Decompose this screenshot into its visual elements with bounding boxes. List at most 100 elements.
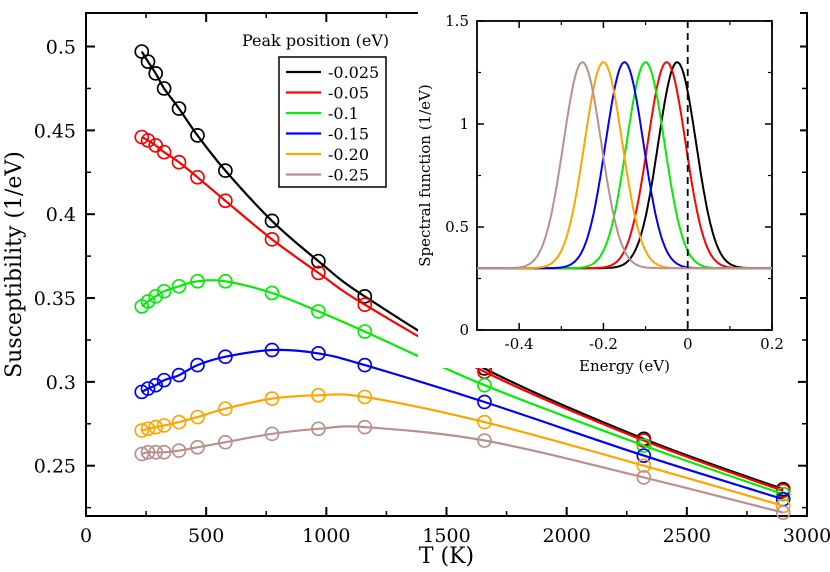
legend-label-1: -0.05 xyxy=(328,84,369,103)
data-point xyxy=(218,434,233,450)
y-axis-title: Susceptibility (1/eV) xyxy=(2,151,27,378)
data-point xyxy=(171,414,187,430)
inset-x-tick-label: -0.4 xyxy=(505,335,534,353)
data-point xyxy=(357,389,373,405)
data-point xyxy=(171,278,187,294)
data-point xyxy=(190,439,205,455)
data-point xyxy=(156,81,172,96)
data-point xyxy=(171,154,187,170)
legend-label-5: -0.25 xyxy=(328,166,369,185)
data-point xyxy=(148,419,164,435)
x-tick-label: 2500 xyxy=(663,525,711,547)
inset-x-tick-label: 0.2 xyxy=(760,335,784,353)
y-tick-label: 0.45 xyxy=(34,120,76,142)
data-point xyxy=(156,283,172,299)
data-point xyxy=(477,414,492,430)
data-point xyxy=(156,418,172,433)
legend-title: Peak position (eV) xyxy=(242,31,389,50)
data-point xyxy=(218,401,233,417)
series-line-5 xyxy=(141,425,784,514)
data-point xyxy=(264,285,280,301)
inset-y-tick-label: 0 xyxy=(459,321,469,339)
data-point xyxy=(636,470,652,485)
series-line-1 xyxy=(141,136,784,492)
data-point xyxy=(311,421,326,437)
data-point xyxy=(156,444,172,460)
data-point xyxy=(264,232,280,247)
data-point xyxy=(636,433,652,448)
data-point xyxy=(218,349,233,365)
data-point xyxy=(140,133,156,148)
data-point xyxy=(477,433,492,448)
data-point xyxy=(140,294,156,309)
x-tick-label: 1500 xyxy=(422,525,470,547)
data-point xyxy=(190,128,205,143)
data-point xyxy=(190,273,205,289)
inset-y-tick-label: 1.5 xyxy=(445,12,469,30)
data-point xyxy=(357,419,373,435)
data-point xyxy=(190,409,205,425)
y-tick-label: 0.5 xyxy=(46,37,76,59)
inset-x-axis-title: Energy (eV) xyxy=(579,357,670,375)
data-point xyxy=(140,54,156,69)
legend-box xyxy=(278,56,387,188)
data-point xyxy=(218,193,233,209)
data-point xyxy=(156,372,172,388)
data-point xyxy=(148,377,164,393)
data-point xyxy=(311,253,326,269)
data-point xyxy=(218,273,233,289)
data-point xyxy=(134,446,150,462)
legend-label-2: -0.1 xyxy=(328,104,359,123)
data-point xyxy=(264,391,280,406)
data-point xyxy=(311,346,326,361)
data-point xyxy=(775,505,791,520)
x-tick-label: 1000 xyxy=(302,525,350,547)
data-point xyxy=(148,289,164,304)
inset-y-tick-label: 1 xyxy=(459,115,469,133)
x-tick-label: 500 xyxy=(188,525,224,547)
x-tick-label: 2000 xyxy=(542,525,590,547)
inset-y-axis-title: Spectral function (1/eV) xyxy=(416,84,434,266)
series-line-3 xyxy=(141,348,784,501)
data-point xyxy=(357,289,373,304)
inset-x-tick-label: -0.2 xyxy=(589,335,618,353)
data-point xyxy=(190,169,205,185)
series-line-2 xyxy=(141,279,784,496)
data-point xyxy=(636,438,652,453)
data-point xyxy=(171,367,187,383)
data-point xyxy=(311,265,326,281)
y-tick-label: 0.4 xyxy=(46,204,76,226)
data-point xyxy=(156,144,172,160)
data-point xyxy=(264,213,280,229)
data-point xyxy=(357,324,373,339)
data-point xyxy=(140,421,156,437)
x-tick-label: 3000 xyxy=(783,525,830,547)
inset-x-tick-label: 0 xyxy=(683,335,693,353)
data-point xyxy=(357,357,373,373)
data-point xyxy=(775,486,791,502)
data-point xyxy=(218,163,233,178)
data-point xyxy=(636,458,652,474)
data-point xyxy=(264,342,280,358)
data-point xyxy=(264,426,280,442)
data-point xyxy=(477,394,492,410)
data-point xyxy=(311,304,326,319)
data-point xyxy=(190,357,205,373)
y-tick-label: 0.35 xyxy=(34,288,76,310)
data-point xyxy=(148,444,164,460)
y-tick-label: 0.3 xyxy=(46,372,76,394)
inset-plot-frame xyxy=(476,20,773,331)
data-point xyxy=(140,381,156,396)
data-point xyxy=(148,66,164,81)
legend-label-0: -0.025 xyxy=(328,63,379,82)
series-line-0 xyxy=(140,51,784,491)
inset-y-tick-label: 0.5 xyxy=(445,218,469,236)
data-point xyxy=(477,377,492,393)
legend-label-4: -0.20 xyxy=(328,145,369,164)
x-tick-label: 0 xyxy=(80,525,92,547)
x-axis-title: T (K) xyxy=(419,544,474,569)
y-tick-label: 0.25 xyxy=(34,456,76,478)
data-point xyxy=(140,444,156,460)
data-point xyxy=(311,387,326,403)
